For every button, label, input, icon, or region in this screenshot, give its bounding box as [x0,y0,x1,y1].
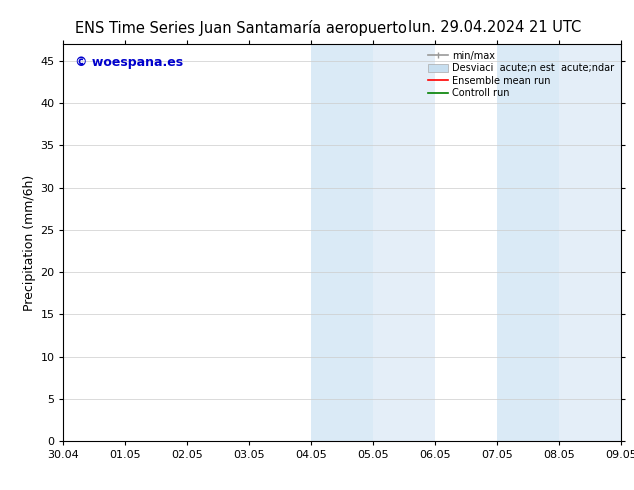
Text: © woespana.es: © woespana.es [75,56,183,69]
Bar [497,44,559,441]
Text: lun. 29.04.2024 21 UTC: lun. 29.04.2024 21 UTC [408,20,581,35]
Bar [373,44,436,441]
Legend: min/max, Desviaci  acute;n est  acute;ndar, Ensemble mean run, Controll run: min/max, Desviaci acute;n est acute;ndar… [426,49,616,100]
Y-axis label: Precipitation (mm/6h): Precipitation (mm/6h) [23,174,36,311]
Text: ENS Time Series Juan Santamaría aeropuerto: ENS Time Series Juan Santamaría aeropuer… [75,20,407,36]
Bar [311,44,373,441]
Bar [559,44,621,441]
